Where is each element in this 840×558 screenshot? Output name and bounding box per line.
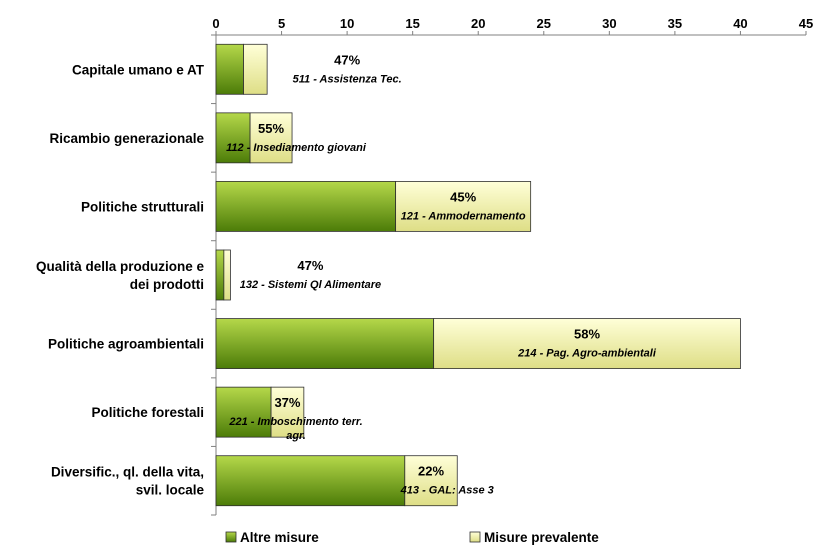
x-tick-label: 30 [602,16,616,31]
x-tick-label: 20 [471,16,485,31]
legend: Altre misure Misure prevalente [225,530,599,545]
legend-swatch [225,531,237,543]
legend-label: Altre misure [240,530,319,545]
bar-altre-misure [215,249,225,301]
bar-misure-prevalente [395,181,532,232]
axis-layer: 0 5 10 15 20 25 30 35 40 45 [211,16,813,516]
percent-label: 47% [297,258,323,273]
measure-label: 221 - Imboschimento terr. [228,416,362,428]
category-label: Ricambio generazionale [49,131,204,146]
percent-label: 37% [274,395,300,410]
measure-label: 121 - Ammodernamento [401,210,526,222]
x-tick-label: 35 [668,16,682,31]
category-label: Diversific., ql. della vita, [51,465,204,480]
x-tick-label: 15 [405,16,419,31]
bar-misure-prevalente [243,43,268,95]
category-label: dei prodotti [130,277,204,292]
bar-misure-prevalente [249,112,293,164]
percent-label: 45% [450,189,476,204]
bar-altre-misure [215,112,251,164]
bar-altre-misure [215,318,435,369]
percent-label: 47% [334,52,360,67]
legend-label: Misure prevalente [484,530,599,545]
measure-label: 214 - Pag. Agro-ambientali [517,348,657,360]
category-label: Politiche strutturali [81,199,204,214]
measure-label: 511 - Assistenza Tec. [293,73,402,85]
labels-layer: Capitale umano e AT 47% 511 - Assistenza T… [36,52,657,497]
measure-label: 132 - Sistemi Ql Alimentare [240,279,381,291]
bar-altre-misure [215,181,397,232]
measure-label: agr. [286,430,306,442]
bar-misure-prevalente [270,386,305,438]
percent-label: 58% [574,327,600,342]
bar-altre-misure [215,43,244,95]
category-label: Politiche forestali [91,405,204,420]
x-tick-label: 10 [340,16,354,31]
x-tick-label: 5 [278,16,285,31]
percent-label: 22% [418,464,444,479]
bar-altre-misure [215,386,272,438]
x-tick-label: 40 [733,16,747,31]
measure-label: 112 - Insediamento giovani [226,142,367,154]
legend-swatch [469,531,481,543]
x-tick-label: 0 [212,16,219,31]
bar-altre-misure [215,455,406,507]
x-tick-label: 45 [799,16,813,31]
category-label: svil. locale [136,483,205,498]
percent-label: 55% [258,121,284,136]
category-label: Capitale umano e AT [72,62,205,77]
bar-misure-prevalente [223,249,231,301]
category-label: Politiche agroambientali [48,337,204,352]
bars-layer [215,43,741,507]
x-tick-label: 25 [537,16,551,31]
measure-label: 413 - GAL: Asse 3 [400,485,494,497]
bar-misure-prevalente [404,455,458,507]
category-label: Qualità della produzione e [36,259,205,274]
bar-misure-prevalente [433,318,741,369]
